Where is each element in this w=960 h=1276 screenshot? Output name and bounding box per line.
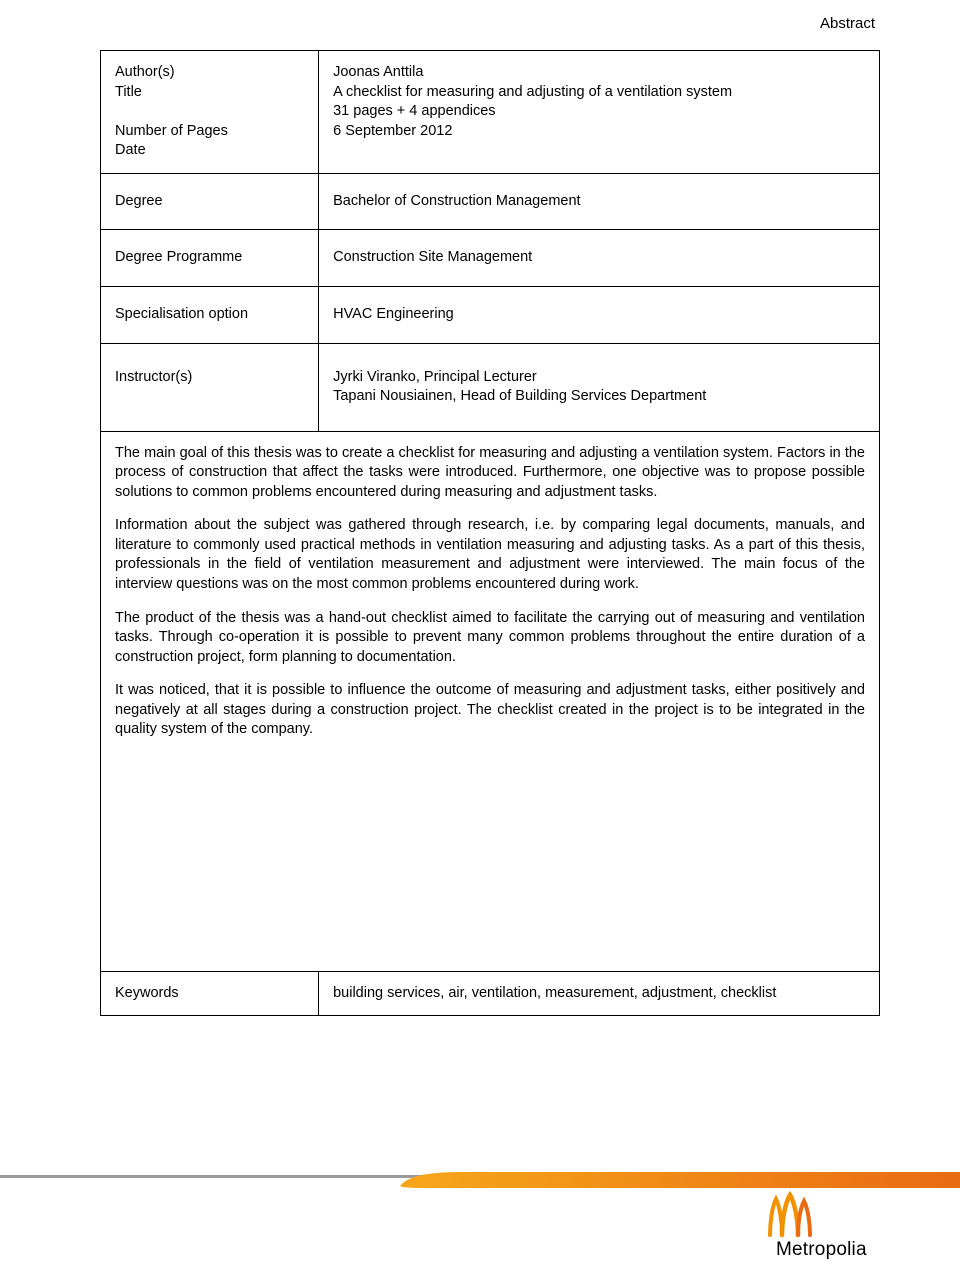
body-p1: The main goal of this thesis was to crea… — [115, 444, 865, 503]
label-keywords: Keywords — [101, 971, 319, 1016]
abstract-body: The main goal of this thesis was to crea… — [101, 431, 880, 971]
label-pages: Number of Pages — [115, 123, 228, 139]
metropolia-logo: Metropolia — [760, 1191, 905, 1261]
label-programme: Degree Programme — [101, 230, 319, 287]
row-programme: Degree Programme Construction Site Manag… — [101, 230, 880, 287]
row-instructors: Instructor(s) Jyrki Viranko, Principal L… — [101, 343, 880, 431]
value-programme: Construction Site Management — [319, 230, 880, 287]
label-instructors: Instructor(s) — [101, 343, 319, 431]
row-specialisation: Specialisation option HVAC Engineering — [101, 286, 880, 343]
author-block-labels: Author(s) Title Number of Pages Date — [101, 51, 319, 174]
label-title: Title — [115, 84, 142, 100]
value-degree: Bachelor of Construction Management — [319, 173, 880, 230]
body-p2: Information about the subject was gather… — [115, 516, 865, 594]
value-keywords: building services, air, ventilation, mea… — [319, 971, 880, 1016]
page-header-label: Abstract — [100, 15, 880, 32]
label-author: Author(s) — [115, 64, 175, 80]
value-author: Joonas Anttila — [333, 64, 423, 80]
value-specialisation: HVAC Engineering — [319, 286, 880, 343]
label-date: Date — [115, 142, 146, 158]
value-title: A checklist for measuring and adjusting … — [333, 84, 732, 100]
label-specialisation: Specialisation option — [101, 286, 319, 343]
value-date: 6 September 2012 — [333, 123, 452, 139]
footer-swoosh-icon — [400, 1166, 960, 1188]
value-instructors: Jyrki Viranko, Principal Lecturer Tapani… — [319, 343, 880, 431]
instructor-1: Jyrki Viranko, Principal Lecturer — [333, 369, 537, 385]
author-block-values: Joonas Anttila A checklist for measuring… — [319, 51, 880, 174]
page-footer: Metropolia — [0, 1166, 960, 1276]
row-degree: Degree Bachelor of Construction Manageme… — [101, 173, 880, 230]
abstract-table: Author(s) Title Number of Pages Date Joo… — [100, 50, 880, 1016]
label-degree: Degree — [101, 173, 319, 230]
logo-text: Metropolia — [776, 1239, 867, 1260]
instructor-2: Tapani Nousiainen, Head of Building Serv… — [333, 388, 706, 404]
row-body: The main goal of this thesis was to crea… — [101, 431, 880, 971]
row-author-title: Author(s) Title Number of Pages Date Joo… — [101, 51, 880, 174]
body-p4: It was noticed, that it is possible to i… — [115, 681, 865, 740]
value-pages: 31 pages + 4 appendices — [333, 103, 495, 119]
body-p3: The product of the thesis was a hand-out… — [115, 609, 865, 668]
row-keywords: Keywords building services, air, ventila… — [101, 971, 880, 1016]
